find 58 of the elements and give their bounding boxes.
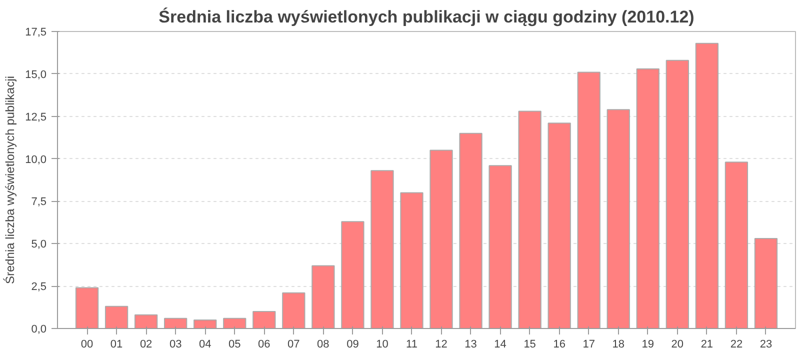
bar: [252, 311, 276, 328]
bar: [636, 68, 660, 328]
bar: [104, 306, 128, 328]
bar: [459, 132, 482, 328]
x-tick-label: 01: [110, 338, 123, 350]
x-tick-label: 21: [700, 338, 714, 350]
x-tick-label: 17: [582, 338, 595, 350]
y-tick-label: 17,5: [25, 26, 47, 38]
x-tick-label: 06: [258, 338, 270, 350]
bar: [223, 318, 246, 328]
bar: [341, 221, 364, 328]
bar: [488, 165, 512, 328]
x-tick-label: 23: [760, 338, 772, 350]
x-tick-label: 14: [494, 338, 506, 350]
x-tick-label: 16: [553, 338, 566, 350]
x-tick-label: 12: [435, 338, 448, 350]
bar: [577, 72, 600, 328]
bar: [695, 42, 719, 328]
bar: [75, 287, 99, 328]
x-tick-label: 03: [169, 338, 182, 350]
bar: [164, 318, 188, 328]
x-tick-label: 00: [80, 338, 94, 350]
x-tick-label: 20: [671, 338, 684, 350]
x-tick-label: 10: [376, 338, 388, 350]
x-tick-label: 15: [524, 338, 536, 350]
bar: [666, 60, 689, 328]
x-tick-label: 07: [288, 338, 300, 350]
x-tick-label: 04: [198, 338, 212, 350]
bar: [400, 192, 424, 328]
x-tick-label: 13: [464, 338, 477, 350]
x-tick-label: 18: [612, 338, 625, 350]
chart-title: Średnia liczba wyświetlonych publikacji w ciągu godziny (2010.12): [158, 6, 694, 26]
y-tick-label: 2,5: [31, 281, 47, 294]
y-tick-label: 5,0: [31, 238, 47, 251]
y-tick-label: 7,5: [31, 196, 47, 208]
y-tick-label: 10,0: [25, 154, 47, 166]
bar: [370, 170, 394, 328]
bar: [606, 109, 630, 328]
y-axis-title: Średnia liczba wyświetlonych publikacji: [3, 76, 18, 284]
y-tick-label: 15,0: [25, 68, 47, 81]
bar: [134, 314, 158, 328]
bar: [312, 265, 335, 328]
bar: [518, 110, 542, 328]
bar: [548, 122, 571, 328]
bar: [194, 320, 217, 328]
x-tick-label: 19: [642, 338, 654, 350]
bar: [754, 238, 778, 328]
y-tick-label: 0,0: [31, 324, 47, 336]
x-tick-label: 22: [730, 338, 743, 350]
y-tick-label: 12,5: [25, 111, 47, 124]
bar: [282, 292, 306, 328]
x-tick-label: 08: [317, 338, 330, 350]
x-tick-label: 11: [406, 338, 418, 350]
x-tick-label: 09: [346, 338, 359, 350]
x-tick-label: 05: [228, 338, 241, 350]
bar: [430, 150, 453, 328]
x-tick-label: 02: [140, 338, 152, 350]
bar: [724, 162, 748, 328]
